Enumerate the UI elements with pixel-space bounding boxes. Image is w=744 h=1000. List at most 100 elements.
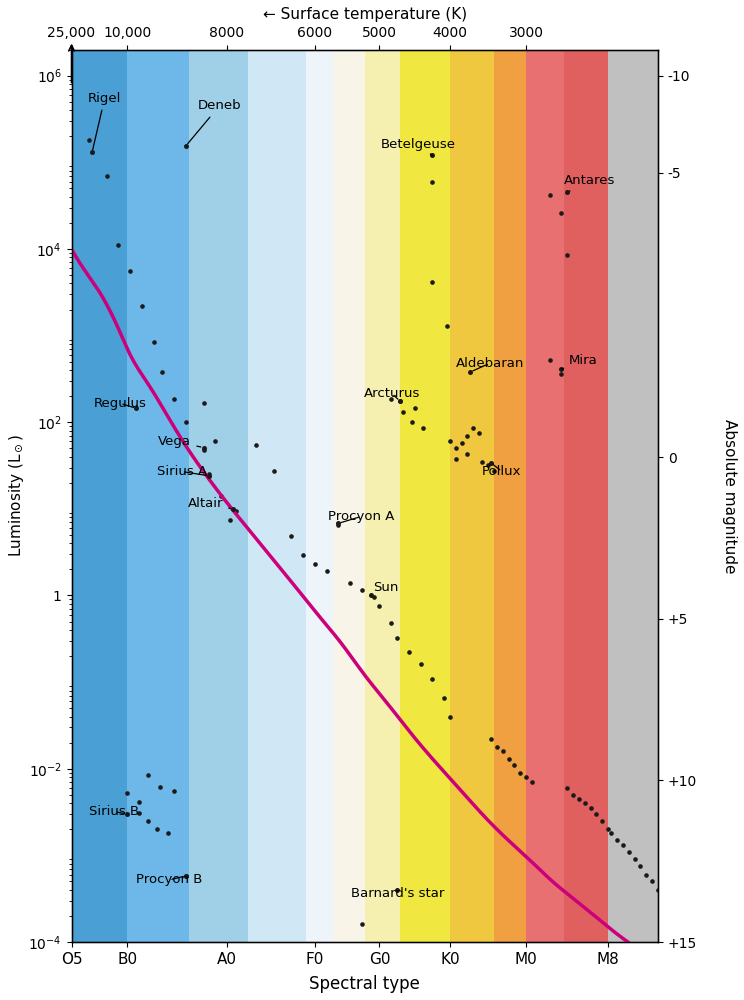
Text: Regulus: Regulus — [94, 397, 147, 410]
Point — [198, 395, 210, 411]
Text: Deneb: Deneb — [187, 99, 241, 144]
Point — [488, 463, 500, 479]
Point — [567, 787, 579, 803]
Text: Pollux: Pollux — [482, 465, 522, 478]
Point — [230, 503, 242, 519]
Point — [168, 391, 180, 407]
Point — [561, 780, 573, 796]
Point — [514, 765, 526, 781]
Point — [162, 825, 174, 841]
Point — [629, 851, 641, 867]
Bar — [127, 50, 189, 942]
Point — [438, 690, 450, 706]
Point — [464, 364, 476, 380]
Point — [391, 630, 403, 646]
Point — [86, 144, 98, 160]
Point — [133, 805, 145, 821]
X-axis label: ← Surface temperature (K): ← Surface temperature (K) — [263, 7, 467, 22]
Point — [365, 587, 376, 603]
Bar — [564, 50, 609, 942]
X-axis label: Spectral type: Spectral type — [310, 975, 420, 993]
Point — [203, 466, 215, 482]
Point — [526, 774, 538, 790]
Point — [426, 147, 438, 163]
Point — [83, 132, 95, 148]
Text: Betelgeuse: Betelgeuse — [381, 138, 456, 155]
Y-axis label: Absolute magnitude: Absolute magnitude — [722, 419, 737, 573]
Point — [647, 873, 658, 889]
Point — [100, 168, 112, 184]
Point — [142, 813, 154, 829]
Point — [497, 743, 509, 759]
Text: Vega: Vega — [158, 435, 201, 448]
Point — [130, 400, 142, 416]
Point — [298, 547, 310, 563]
Text: Arcturus: Arcturus — [364, 387, 420, 400]
Point — [198, 442, 210, 458]
Point — [153, 779, 165, 795]
Point — [455, 435, 467, 451]
Bar — [450, 50, 494, 942]
Y-axis label: Luminosity (L$_\odot$): Luminosity (L$_\odot$) — [7, 434, 25, 557]
Point — [156, 364, 168, 380]
Point — [180, 868, 192, 884]
Bar — [494, 50, 526, 942]
Point — [309, 556, 321, 572]
Point — [385, 391, 397, 407]
Point — [635, 858, 647, 874]
Text: Sun: Sun — [371, 581, 399, 595]
Text: Procyon B: Procyon B — [136, 873, 202, 886]
Point — [394, 393, 406, 409]
Point — [561, 184, 573, 200]
Point — [408, 400, 420, 416]
Point — [121, 806, 133, 822]
Point — [555, 366, 567, 382]
Point — [286, 528, 298, 544]
Point — [473, 425, 485, 441]
Point — [544, 352, 556, 368]
Point — [150, 821, 162, 837]
Text: Barnard's star: Barnard's star — [350, 887, 444, 900]
Bar — [307, 50, 333, 942]
Point — [426, 274, 438, 290]
Text: Rigel: Rigel — [88, 92, 121, 150]
Point — [450, 440, 462, 456]
Point — [403, 644, 414, 660]
Point — [142, 767, 154, 783]
Bar — [248, 50, 307, 942]
Point — [520, 769, 532, 785]
Bar — [609, 50, 658, 942]
Point — [133, 794, 145, 810]
Point — [394, 393, 406, 409]
Point — [368, 589, 379, 605]
Point — [597, 813, 609, 829]
Point — [180, 414, 192, 430]
Point — [168, 783, 180, 799]
Point — [603, 821, 615, 837]
Point — [344, 575, 356, 591]
Bar — [71, 50, 127, 942]
Text: Altair: Altair — [187, 497, 230, 510]
Point — [555, 361, 567, 377]
Text: Procyon A: Procyon A — [328, 510, 395, 523]
Point — [356, 916, 368, 932]
Point — [356, 582, 368, 598]
Text: Aldebaran: Aldebaran — [456, 357, 524, 371]
Point — [215, 488, 227, 504]
Point — [250, 437, 262, 453]
Point — [641, 867, 652, 883]
Point — [605, 825, 617, 841]
Bar — [365, 50, 400, 942]
Point — [426, 174, 438, 190]
Point — [508, 757, 520, 773]
Point — [485, 731, 497, 747]
Point — [591, 806, 603, 822]
Point — [198, 440, 210, 456]
Point — [391, 882, 403, 898]
Point — [385, 615, 397, 631]
Point — [373, 598, 385, 614]
Text: Sirius B: Sirius B — [89, 805, 139, 818]
Bar — [400, 50, 450, 942]
Point — [385, 977, 397, 993]
Point — [124, 263, 136, 279]
